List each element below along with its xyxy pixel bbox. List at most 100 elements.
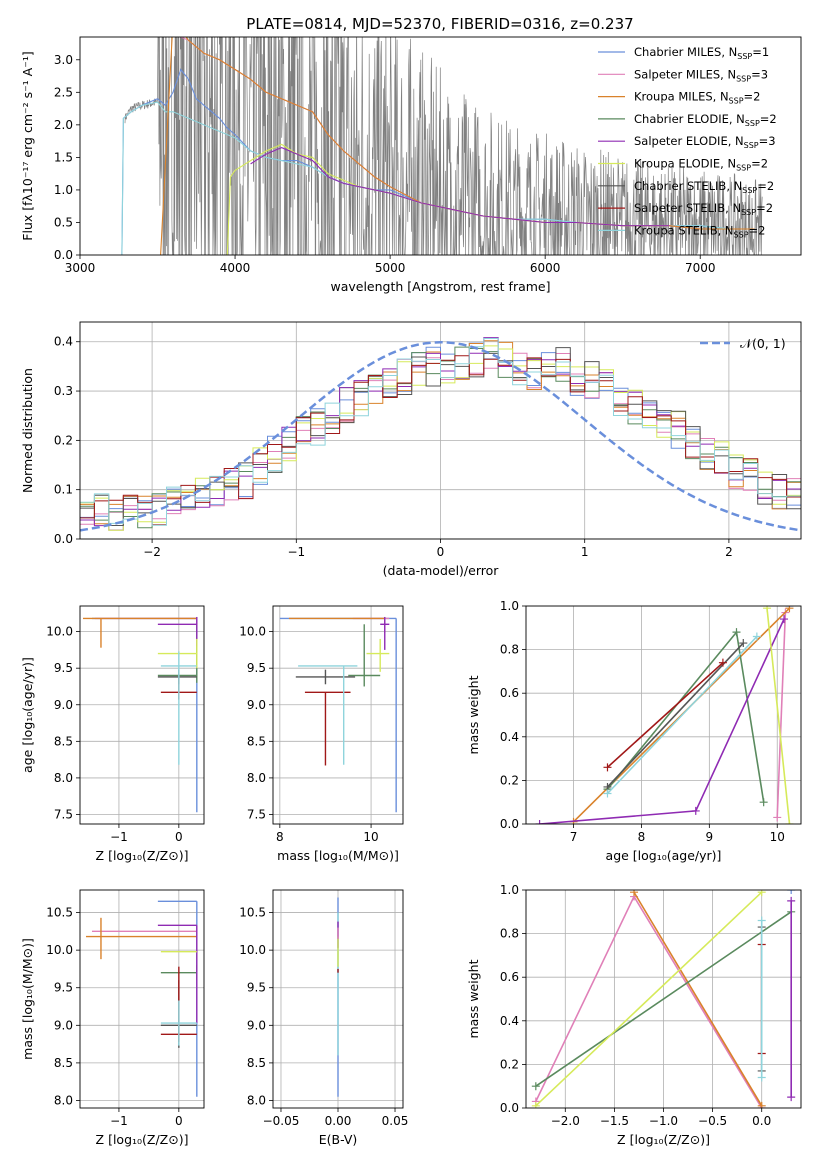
x-tick-label: −2: [143, 545, 161, 559]
weight-line-chabrier-stelib: [603, 639, 748, 791]
y-tick-label: 2.5: [54, 85, 73, 99]
errorbar-kroupa-elodie: [157, 638, 198, 669]
y-tick-label: 7.5: [54, 807, 73, 821]
x-tick-label: 5000: [375, 261, 406, 275]
legend-entry: Kroupa ELODIE, NSSP=2: [634, 157, 768, 173]
y-tick-label: 10.0: [239, 625, 266, 639]
mass-vs-Z-frame: [79, 889, 205, 1109]
errorbar-kroupa-stelib: [160, 651, 197, 765]
errorbar-kroupa-stelib: [160, 1000, 197, 1046]
y-tick-label: 0.8: [500, 927, 519, 941]
x-tick-label: 6000: [530, 261, 561, 275]
y-tick-label: 0.0: [500, 817, 519, 831]
weight-marker: [718, 658, 727, 667]
x-tick-label: −1.5: [600, 1114, 629, 1128]
normal-distribution-curve: [80, 340, 801, 532]
weight-line: [606, 662, 724, 768]
x-axis-label: Z [log₁₀(Z/Z⊙)]: [96, 1132, 189, 1147]
y-tick-label: 9.0: [247, 698, 266, 712]
hist-step-chabrier-miles: [80, 342, 801, 518]
age-vs-Z-axes: −1 0 7.5 8.0 8.5 9.0 9.5 10.0 Z [log₁₀(Z/Z⊙)] age…: [20, 605, 205, 863]
weight-marker: [757, 890, 766, 897]
errorbar-kroupa-miles: [82, 617, 197, 648]
y-axis-label: mass weight: [466, 675, 481, 754]
x-tick-label: 2: [725, 545, 733, 559]
weight-line-salpeter-elodie: [535, 615, 789, 824]
y-tick-label: 0.0: [500, 1101, 519, 1115]
weight-marker: [757, 1073, 766, 1082]
x-tick-label: −1: [110, 830, 128, 844]
y-tick-label: 0.5: [54, 215, 73, 229]
y-tick-label: 8.0: [247, 1093, 266, 1107]
weight-marker: [531, 1101, 540, 1108]
mass-vs-Z-plot-area: [80, 890, 204, 1108]
legend-entry: Chabrier MILES, NSSP=1: [634, 45, 769, 61]
x-tick-label: 8: [276, 830, 284, 844]
x-tick-label: 7: [570, 830, 578, 844]
x-tick-label: 0.0: [752, 1114, 771, 1128]
weight-marker: [752, 632, 761, 641]
legend-entry: Chabrier ELODIE, NSSP=2: [634, 112, 777, 128]
x-axis-label: age [log₁₀(age/yr)]: [606, 848, 722, 863]
model-line-salpeter-elodie: [250, 147, 670, 227]
y-tick-label: 9.0: [54, 1018, 73, 1032]
y-tick-label: 8.5: [247, 734, 266, 748]
weight-marker: [691, 806, 700, 815]
errorbar-salpeter-elodie: [380, 616, 390, 650]
weight-line-chabrier-miles: [787, 890, 796, 894]
y-tick-label: 3.0: [54, 53, 73, 67]
y-tick-label: 0.4: [500, 730, 519, 744]
x-tick-label: 0: [175, 1114, 183, 1128]
weight-marker: [535, 820, 544, 824]
weight-marker: [785, 820, 794, 824]
x-tick-label: −1.0: [649, 1114, 678, 1128]
x-axis-label: Z [log₁₀(Z/Z⊙)]: [617, 1132, 710, 1147]
x-tick-label: 3000: [65, 261, 96, 275]
y-tick-label: 10.5: [46, 906, 73, 920]
x-axis-label: Z [log₁₀(Z/Z⊙)]: [96, 848, 189, 863]
weight-marker: [732, 628, 741, 637]
y-tick-label: 1.0: [500, 883, 519, 897]
x-tick-label: −1: [110, 1114, 128, 1128]
weight-marker: [603, 789, 612, 798]
legend-entry: Salpeter ELODIE, NSSP=3: [634, 134, 776, 150]
legend-entry: Kroupa STELIB, NSSP=2: [634, 223, 765, 239]
weight-line-kroupa-stelib: [603, 632, 761, 798]
y-tick-label: 7.5: [247, 807, 266, 821]
weight-line-salpeter-elodie: [787, 896, 796, 1102]
spectrum-plot-area: [121, 37, 763, 255]
figure-title: PLATE=0814, MJD=52370, FIBERID=0316, z=0…: [246, 15, 633, 33]
weight-line: [766, 608, 791, 824]
x-tick-label: −0.05: [263, 1114, 300, 1128]
weight-marker: [787, 890, 796, 894]
y-tick-label: 8.0: [54, 1093, 73, 1107]
weight-marker: [773, 813, 782, 822]
legend-entry: Salpeter STELIB, NSSP=2: [634, 201, 773, 217]
age-vs-mass-plot-area: [273, 606, 403, 824]
y-tick-label: 9.5: [54, 981, 73, 995]
spectrum-axes: 3000 4000 5000 6000 7000 0.0 0.5 1.0 1.5 2.0 2.5 3.…: [20, 36, 802, 294]
age-vs-Z-frame: [79, 605, 205, 825]
y-tick-label: 0.6: [500, 970, 519, 984]
y-tick-label: 0.4: [500, 1014, 519, 1028]
y-tick-label: 0.4: [54, 335, 73, 349]
y-axis-label: Normed distribution: [20, 368, 35, 493]
errorbar-chabrier-stelib: [295, 669, 356, 685]
weight-vs-Z-plot-area: [526, 890, 801, 1108]
y-tick-label: 0.6: [500, 686, 519, 700]
x-tick-label: −2.0: [551, 1114, 580, 1128]
weight-marker: [763, 606, 772, 613]
spectrum-frame: [79, 36, 802, 256]
x-tick-label: 9: [706, 830, 714, 844]
y-tick-label: 10.5: [239, 906, 266, 920]
weight-marker: [785, 606, 794, 613]
y-tick-label: 9.0: [247, 1018, 266, 1032]
y-tick-label: 0.8: [500, 643, 519, 657]
weight-line: [776, 612, 787, 818]
y-tick-label: 0.0: [54, 248, 73, 262]
residuals-plot-area: [80, 322, 801, 539]
weight-line-salpeter-stelib: [603, 658, 727, 772]
x-tick-label: 0: [175, 830, 183, 844]
weight-marker: [757, 1101, 766, 1108]
